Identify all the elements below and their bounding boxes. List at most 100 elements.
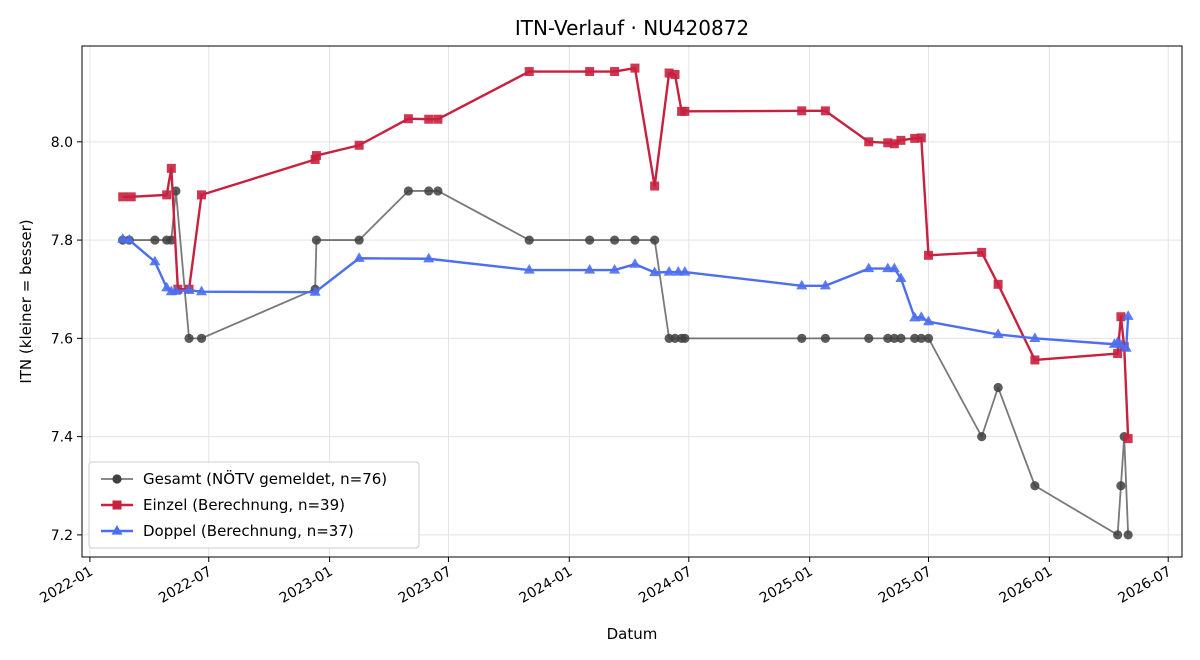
data-point-einzel <box>197 190 207 200</box>
data-point-gesamt <box>670 333 680 343</box>
data-point-einzel <box>916 133 926 143</box>
legend-label-doppel: Doppel (Berechnung, n=37) <box>143 522 354 540</box>
legend-box <box>88 461 420 549</box>
series-layer <box>117 63 1134 540</box>
legend-label-gesamt: Gesamt (NÖTV gemeldet, n=76) <box>143 469 387 488</box>
data-point-gesamt <box>977 432 987 442</box>
data-point-einzel <box>585 67 595 77</box>
data-point-gesamt <box>820 333 831 343</box>
data-point-doppel <box>888 262 900 273</box>
y-tick-label: 7.8 <box>51 233 73 249</box>
data-point-gesamt <box>166 235 176 245</box>
data-point-gesamt <box>196 333 207 343</box>
data-point-gesamt <box>354 235 364 245</box>
legend-marker-gesamt <box>112 474 122 484</box>
y-tick-label: 7.6 <box>51 331 73 347</box>
data-point-einzel <box>1113 349 1123 359</box>
series-doppel <box>117 233 1134 352</box>
data-point-doppel <box>679 266 691 276</box>
data-point-einzel <box>864 137 874 147</box>
data-point-gesamt <box>585 235 595 245</box>
data-point-einzel <box>977 247 987 257</box>
data-point-doppel <box>663 266 675 276</box>
data-point-doppel <box>819 279 831 290</box>
data-point-einzel <box>433 114 443 124</box>
data-point-einzel <box>1030 355 1040 365</box>
data-point-gesamt <box>403 186 413 196</box>
data-point-einzel <box>126 192 136 202</box>
data-point-einzel <box>889 139 899 149</box>
plot-frame <box>81 45 1183 558</box>
data-point-gesamt <box>150 235 160 245</box>
data-point-doppel <box>863 262 875 273</box>
y-axis-label: ITN (kleiner = besser) <box>17 219 35 383</box>
data-point-gesamt <box>910 333 920 343</box>
data-point-doppel <box>915 311 927 321</box>
data-point-gesamt <box>680 333 690 343</box>
series-einzel <box>118 63 1133 444</box>
data-point-doppel <box>123 234 135 244</box>
data-point-gesamt <box>916 333 926 343</box>
data-point-doppel <box>649 266 661 277</box>
data-point-einzel <box>610 67 620 77</box>
legend-marker-einzel <box>112 500 122 510</box>
y-tick-label: 7.4 <box>51 430 73 446</box>
data-point-einzel <box>524 67 534 77</box>
data-point-doppel <box>523 264 535 274</box>
data-point-gesamt <box>311 235 322 245</box>
data-point-gesamt <box>993 382 1003 393</box>
data-point-doppel <box>353 252 365 262</box>
data-point-einzel <box>680 106 690 116</box>
data-point-einzel <box>403 114 413 124</box>
data-point-gesamt <box>1123 530 1133 540</box>
y-tick-label: 8.0 <box>51 135 73 151</box>
data-point-doppel <box>423 252 435 263</box>
data-point-einzel <box>820 106 830 116</box>
data-point-doppel <box>309 286 321 296</box>
data-point-doppel <box>1122 310 1134 320</box>
data-point-doppel <box>609 264 621 274</box>
chart-title: ITN-Verlauf · NU420872 <box>515 16 749 40</box>
data-point-einzel <box>650 181 660 191</box>
data-point-einzel <box>883 138 893 148</box>
data-point-doppel <box>584 264 596 274</box>
data-point-gesamt <box>864 333 874 343</box>
data-point-gesamt <box>524 235 534 245</box>
data-point-doppel <box>1115 338 1127 349</box>
data-point-einzel <box>630 63 640 73</box>
data-point-doppel <box>1120 342 1132 352</box>
data-point-doppel <box>992 328 1004 339</box>
data-point-gesamt <box>433 186 443 196</box>
data-point-einzel <box>118 192 128 202</box>
data-point-einzel <box>424 114 434 124</box>
data-point-einzel <box>924 250 934 260</box>
data-point-doppel <box>1029 332 1041 342</box>
x-axis-label: Datum <box>607 625 658 643</box>
series-gesamt <box>118 186 1133 540</box>
data-point-doppel <box>629 258 641 268</box>
data-point-einzel <box>910 133 920 143</box>
data-point-gesamt <box>923 333 934 343</box>
data-point-einzel <box>664 68 674 78</box>
data-point-einzel <box>311 151 321 161</box>
legend-label-einzel: Einzel (Berechnung, n=39) <box>143 496 345 514</box>
data-point-doppel <box>196 285 208 296</box>
data-point-gesamt <box>797 333 807 343</box>
data-point-einzel <box>162 190 172 200</box>
data-point-gesamt <box>1030 481 1040 491</box>
data-point-gesamt <box>896 333 906 343</box>
data-point-einzel <box>993 279 1003 289</box>
data-point-gesamt <box>889 333 899 343</box>
data-point-einzel <box>1116 312 1126 322</box>
data-point-gesamt <box>424 186 434 196</box>
data-point-einzel <box>670 69 680 79</box>
data-point-gesamt <box>184 333 194 343</box>
legend: Gesamt (NÖTV gemeldet, n=76) Einzel (Bere… <box>88 461 420 549</box>
data-point-doppel <box>117 233 129 243</box>
legend-marker-doppel <box>111 525 123 535</box>
y-tick-label: 7.2 <box>51 528 73 544</box>
data-point-doppel <box>149 255 161 266</box>
